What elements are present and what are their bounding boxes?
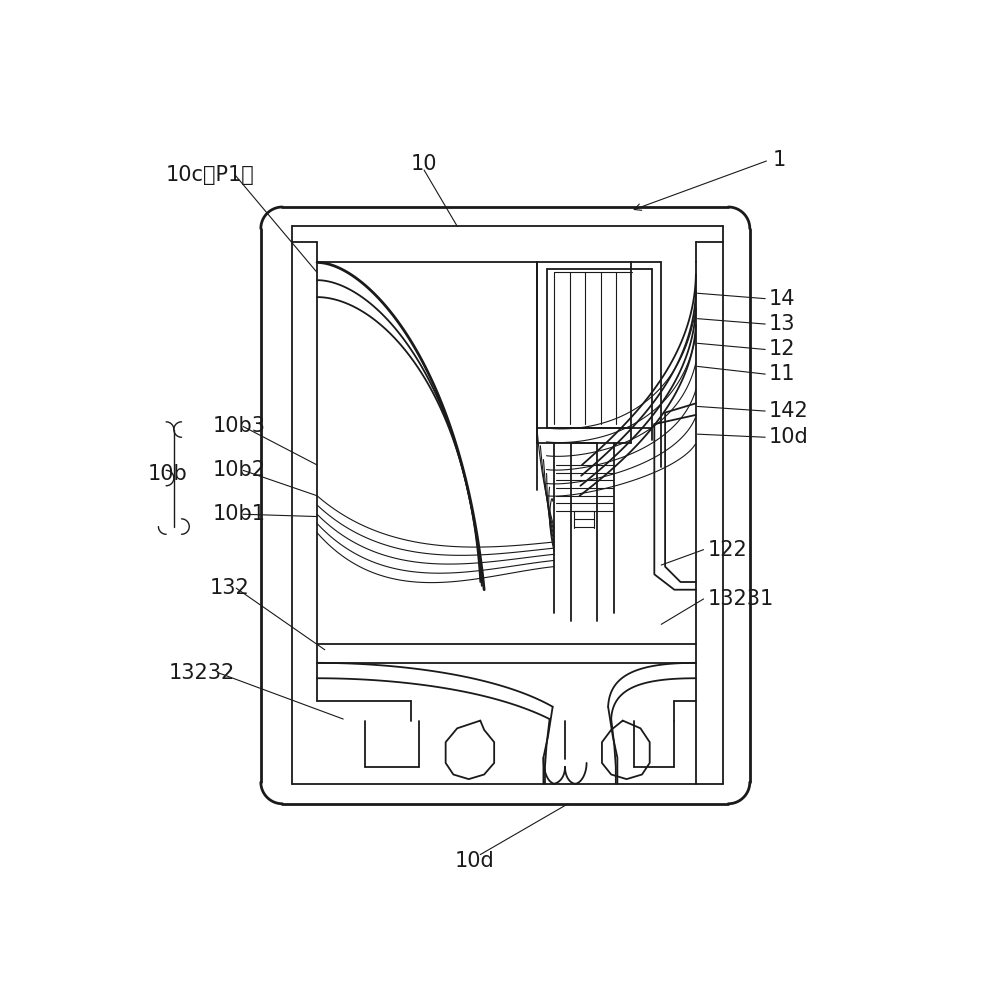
Text: 10b2: 10b2	[213, 460, 265, 480]
Text: 10: 10	[410, 154, 437, 174]
Text: 10b: 10b	[147, 464, 187, 484]
Text: 12: 12	[769, 339, 795, 359]
Text: 10d: 10d	[769, 427, 809, 447]
Text: 132: 132	[210, 578, 249, 598]
Text: 1: 1	[772, 150, 786, 170]
Text: 142: 142	[769, 401, 809, 421]
Text: 13231: 13231	[707, 589, 773, 609]
Text: 10d: 10d	[454, 851, 494, 871]
Text: 10b3: 10b3	[213, 416, 265, 436]
Text: 122: 122	[707, 540, 748, 560]
Text: 13232: 13232	[168, 663, 234, 683]
Text: 13: 13	[769, 314, 795, 334]
Text: 11: 11	[769, 364, 795, 384]
Text: 14: 14	[769, 289, 795, 309]
Text: 10c〈P1〉: 10c〈P1〉	[166, 165, 255, 185]
Text: 10b1: 10b1	[213, 504, 265, 524]
